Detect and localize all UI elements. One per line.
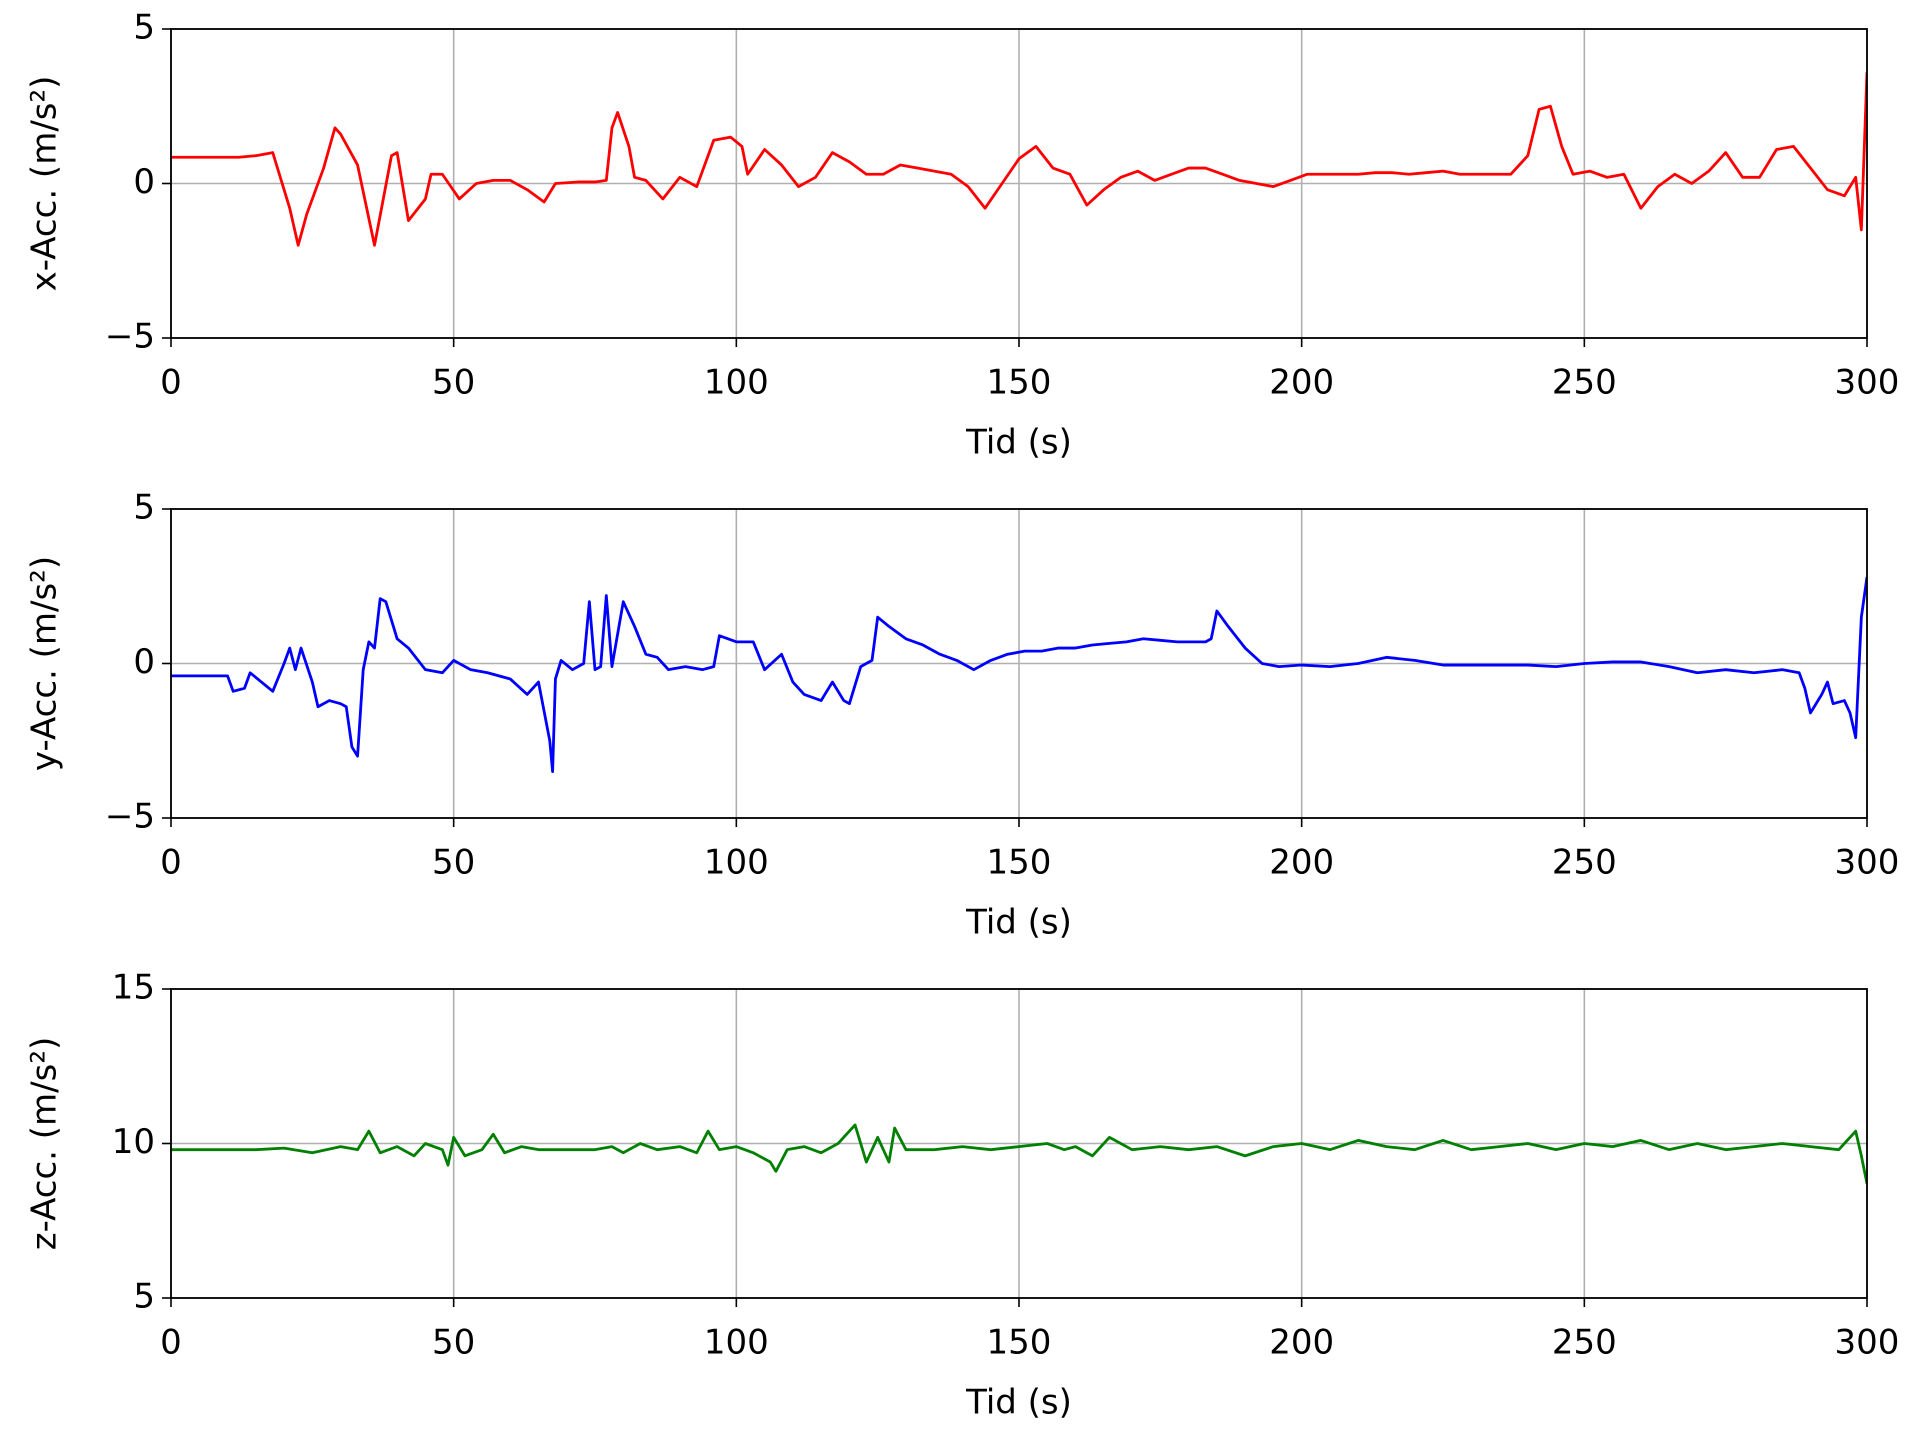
y-axis-label: y-Acc. (m/s²) <box>25 556 65 771</box>
x-tick-label: 200 <box>1269 363 1334 403</box>
y-tick-label: 0 <box>133 642 155 682</box>
x-tick-label: 50 <box>432 363 475 403</box>
y-tick-label: 5 <box>133 1277 155 1317</box>
y-tick-label: 5 <box>133 488 155 528</box>
x-axis-label: Tid (s) <box>965 423 1072 463</box>
x-tick-label: 200 <box>1269 1323 1334 1363</box>
y-axis-label: z-Acc. (m/s²) <box>25 1037 65 1250</box>
y-tick-label: 15 <box>112 968 155 1008</box>
x-tick-label: 250 <box>1552 1323 1617 1363</box>
axes-frame <box>170 508 1868 819</box>
x-axis-label: Tid (s) <box>965 1383 1072 1423</box>
axes-frame <box>170 988 1868 1299</box>
y-tick-label: −5 <box>105 797 155 837</box>
x-tick-label: 50 <box>432 843 475 883</box>
y-tick-label: 10 <box>112 1122 155 1162</box>
subplot: 0 50 100 150 200 250 300 5 10 15 Tid (s) z-Acc. (m/… <box>25 968 1900 1423</box>
x-tick-label: 200 <box>1269 843 1334 883</box>
x-tick-label: 0 <box>160 363 182 403</box>
plot-area <box>171 576 1867 774</box>
x-tick-label: 150 <box>987 363 1052 403</box>
x-tick-label: 250 <box>1552 363 1617 403</box>
x-tick-label: 250 <box>1552 843 1617 883</box>
data-line <box>171 72 1867 247</box>
plot-area <box>171 1123 1867 1184</box>
x-tick-label: 50 <box>432 1323 475 1363</box>
x-axis-label: Tid (s) <box>965 903 1072 943</box>
axes-frame <box>170 28 1868 339</box>
plot-area <box>171 72 1867 247</box>
x-tick-label: 100 <box>704 843 769 883</box>
x-tick-label: 150 <box>987 1323 1052 1363</box>
y-tick-label: −5 <box>105 317 155 357</box>
y-tick-label: 0 <box>133 162 155 202</box>
x-tick-label: 300 <box>1835 843 1900 883</box>
x-tick-label: 150 <box>987 843 1052 883</box>
x-tick-label: 0 <box>160 843 182 883</box>
data-line <box>171 1123 1867 1184</box>
x-tick-label: 100 <box>704 1323 769 1363</box>
x-tick-label: 300 <box>1835 363 1900 403</box>
x-tick-label: 100 <box>704 363 769 403</box>
x-tick-label: 300 <box>1835 1323 1900 1363</box>
x-tick-label: 0 <box>160 1323 182 1363</box>
y-tick-label: 5 <box>133 8 155 48</box>
y-axis-label: x-Acc. (m/s²) <box>25 76 65 292</box>
data-line <box>171 576 1867 774</box>
